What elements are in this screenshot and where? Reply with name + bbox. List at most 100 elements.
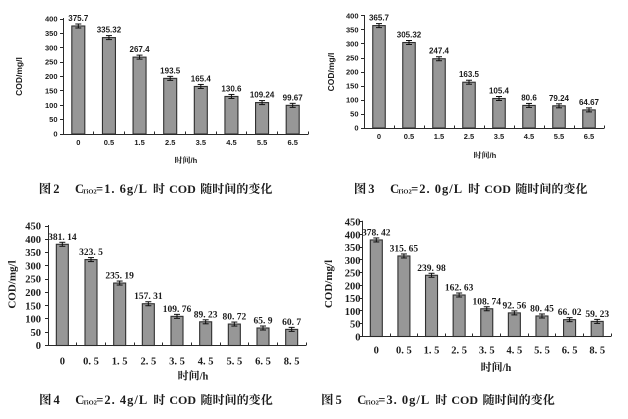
svg-text:450: 450 <box>25 222 41 233</box>
svg-text:TiO2: TiO2 <box>82 189 96 196</box>
svg-text:TiO2: TiO2 <box>83 400 97 407</box>
svg-text:300: 300 <box>345 256 361 267</box>
svg-text:50: 50 <box>31 328 42 339</box>
svg-text:0: 0 <box>60 357 65 368</box>
svg-text:65. 9: 65. 9 <box>254 317 273 327</box>
svg-text:1. 5: 1. 5 <box>424 346 440 357</box>
svg-text:92. 56: 92. 56 <box>502 301 526 311</box>
svg-text:0: 0 <box>355 332 360 343</box>
svg-text:/h: /h <box>490 151 497 160</box>
svg-text:80. 72: 80. 72 <box>222 313 246 323</box>
svg-text:COD/mg/l: COD/mg/l <box>326 53 336 92</box>
svg-text:400: 400 <box>25 235 41 246</box>
svg-text:0: 0 <box>53 130 57 139</box>
svg-text:350: 350 <box>45 29 58 38</box>
svg-text:200: 200 <box>345 281 361 292</box>
svg-text:163.5: 163.5 <box>459 70 480 79</box>
svg-text:247.4: 247.4 <box>429 47 450 56</box>
svg-text:250: 250 <box>25 275 41 286</box>
svg-text:5: 5 <box>336 393 342 407</box>
svg-text:400: 400 <box>45 15 58 24</box>
svg-text:2.5: 2.5 <box>464 132 474 141</box>
svg-text:4.5: 4.5 <box>226 138 236 147</box>
svg-text:8. 5: 8. 5 <box>284 357 300 368</box>
svg-text:150: 150 <box>346 82 359 91</box>
svg-text:0: 0 <box>374 346 379 357</box>
svg-text:400: 400 <box>345 230 361 241</box>
svg-text:2. 5: 2. 5 <box>451 346 467 357</box>
svg-text:C: C <box>75 393 84 407</box>
svg-text:250: 250 <box>346 54 359 63</box>
svg-text:C: C <box>357 393 366 407</box>
svg-text:365.7: 365.7 <box>369 14 390 23</box>
svg-text:162. 63: 162. 63 <box>445 284 474 294</box>
svg-text:COD: COD <box>484 182 511 196</box>
svg-text:239. 98: 239. 98 <box>417 264 446 274</box>
svg-text:105.4: 105.4 <box>489 86 510 95</box>
svg-text:200: 200 <box>25 288 41 299</box>
svg-text:=1. 6g/L: =1. 6g/L <box>96 182 148 196</box>
svg-text:5.5: 5.5 <box>554 132 564 141</box>
svg-text:350: 350 <box>25 248 41 259</box>
svg-text:150: 150 <box>45 86 58 95</box>
svg-text:3. 5: 3. 5 <box>479 346 495 357</box>
svg-text:0: 0 <box>76 138 80 147</box>
svg-text:COD/mg/l: COD/mg/l <box>323 260 335 308</box>
svg-text:3: 3 <box>368 182 374 196</box>
svg-text:79.24: 79.24 <box>549 94 570 103</box>
svg-text:80. 45: 80. 45 <box>530 304 554 314</box>
svg-text:3. 5: 3. 5 <box>169 357 185 368</box>
svg-text:6. 5: 6. 5 <box>562 346 578 357</box>
svg-text:8. 5: 8. 5 <box>589 346 605 357</box>
svg-text:60. 7: 60. 7 <box>282 318 301 328</box>
svg-text:450: 450 <box>345 218 361 229</box>
svg-text:COD/mg/l: COD/mg/l <box>7 260 19 308</box>
svg-text:235. 19: 235. 19 <box>105 272 134 282</box>
svg-text:6. 5: 6. 5 <box>255 357 271 368</box>
svg-text:TiO2: TiO2 <box>365 400 379 407</box>
svg-text:200: 200 <box>346 68 359 77</box>
svg-text:59. 23: 59. 23 <box>585 310 609 320</box>
svg-text:C: C <box>75 182 84 196</box>
svg-text:157. 31: 157. 31 <box>134 292 163 302</box>
svg-text:400: 400 <box>346 12 359 21</box>
svg-text:0.5: 0.5 <box>404 132 414 141</box>
svg-text:4: 4 <box>54 393 61 407</box>
svg-text:300: 300 <box>25 261 41 272</box>
svg-text:2.5: 2.5 <box>165 138 175 147</box>
svg-text:50: 50 <box>49 115 57 124</box>
svg-text:64.67: 64.67 <box>579 98 600 107</box>
svg-text:350: 350 <box>345 243 361 254</box>
svg-text:100: 100 <box>25 315 41 326</box>
svg-text:0. 5: 0. 5 <box>396 346 412 357</box>
svg-text:0.5: 0.5 <box>104 138 114 147</box>
svg-text:130.6: 130.6 <box>221 84 242 93</box>
svg-text:0: 0 <box>354 124 358 133</box>
svg-text:200: 200 <box>45 72 58 81</box>
svg-text:2. 5: 2. 5 <box>140 357 156 368</box>
svg-text:381. 14: 381. 14 <box>48 233 77 243</box>
svg-text:0. 5: 0. 5 <box>83 357 99 368</box>
svg-text:COD: COD <box>169 393 196 407</box>
svg-text:/h: /h <box>191 156 198 165</box>
svg-text:=2. 0g/L: =2. 0g/L <box>411 182 463 196</box>
svg-text:/h: /h <box>199 372 209 383</box>
svg-text:80.6: 80.6 <box>521 93 537 102</box>
svg-text:350: 350 <box>346 26 359 35</box>
svg-text:305.32: 305.32 <box>397 31 422 40</box>
svg-text:100: 100 <box>45 101 58 110</box>
svg-text:375.7: 375.7 <box>68 14 89 23</box>
svg-text:4. 5: 4. 5 <box>198 357 214 368</box>
svg-text:99.67: 99.67 <box>283 93 304 102</box>
svg-text:2: 2 <box>53 182 59 196</box>
svg-text:250: 250 <box>345 269 361 280</box>
svg-text:150: 150 <box>345 294 361 305</box>
svg-text:/h: /h <box>502 363 512 374</box>
svg-text:267.4: 267.4 <box>130 45 151 54</box>
svg-text:3.5: 3.5 <box>196 138 206 147</box>
svg-text:1. 5: 1. 5 <box>112 357 128 368</box>
svg-text:=3. 0g/L: =3. 0g/L <box>378 393 430 407</box>
svg-text:0: 0 <box>36 341 41 352</box>
svg-text:193.5: 193.5 <box>160 66 181 75</box>
svg-text:4. 5: 4. 5 <box>506 346 522 357</box>
